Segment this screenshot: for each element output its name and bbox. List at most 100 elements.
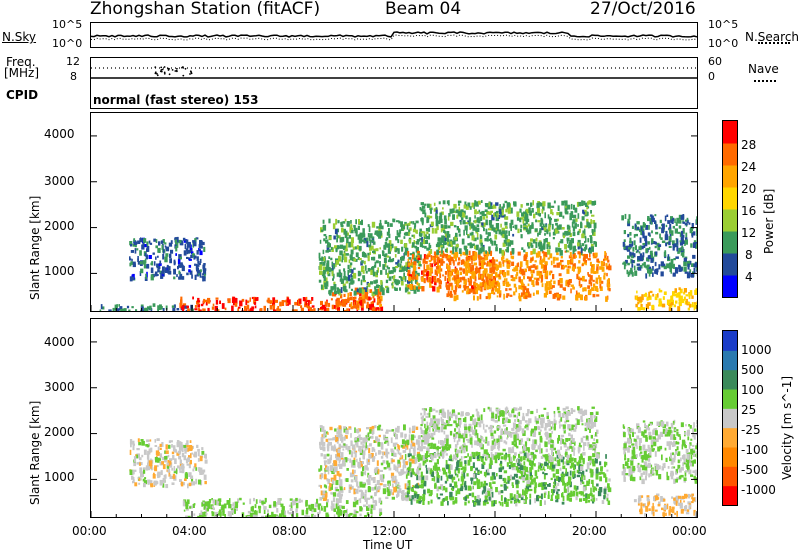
heat-cell	[186, 463, 190, 466]
heat-cell	[407, 222, 411, 226]
heat-cell	[442, 261, 445, 264]
heat-cell	[328, 218, 331, 224]
heat-cell	[683, 262, 686, 266]
heat-cell	[654, 270, 658, 274]
heat-cell	[146, 439, 150, 443]
heat-cell	[192, 296, 194, 300]
heat-cell	[575, 295, 579, 301]
heat-cell	[343, 268, 346, 272]
heat-cell	[221, 504, 224, 511]
heat-cell	[621, 215, 624, 221]
heat-cell	[388, 483, 390, 489]
heat-cell	[548, 483, 551, 487]
heat-cell	[345, 299, 349, 303]
heat-cell	[525, 494, 528, 500]
heat-cell	[316, 498, 319, 504]
heat-cell	[502, 203, 505, 208]
heat-cell	[516, 263, 520, 267]
heat-cell	[603, 495, 606, 499]
heat-cell	[545, 238, 548, 243]
heat-cell	[572, 490, 576, 496]
heat-cell	[439, 279, 441, 283]
heat-cell	[332, 492, 337, 497]
heat-cell	[449, 475, 453, 478]
heat-cell	[511, 261, 515, 266]
heat-cell	[173, 466, 176, 471]
heat-cell	[479, 282, 483, 286]
heat-cell	[674, 288, 677, 293]
heat-cell	[408, 229, 411, 234]
heat-cell	[344, 218, 347, 222]
heat-cell	[118, 304, 120, 307]
heat-cell	[456, 281, 459, 287]
heat-cell	[150, 276, 154, 281]
heat-cell	[466, 269, 470, 274]
heat-cell	[517, 463, 521, 466]
heat-cell	[215, 511, 218, 516]
heat-cell	[642, 252, 645, 258]
heat-cell	[527, 470, 530, 474]
heat-cell	[138, 457, 142, 461]
heat-cell	[400, 221, 403, 227]
heat-cell	[455, 490, 458, 496]
heat-cell	[604, 475, 607, 478]
heat-cell	[574, 207, 578, 213]
heat-cell	[354, 476, 358, 482]
colorbar-swatch	[723, 231, 737, 254]
heat-cell	[427, 501, 430, 505]
heat-cell	[517, 458, 520, 464]
heat-cell	[440, 475, 443, 481]
heat-cell	[338, 425, 342, 430]
nave-tick-top: 60	[708, 55, 722, 68]
heat-cell	[447, 271, 450, 277]
heat-cell	[454, 473, 457, 476]
heat-cell	[410, 434, 415, 441]
heat-cell	[413, 257, 417, 260]
heat-cell	[387, 462, 391, 468]
heat-cell	[481, 210, 485, 214]
heat-cell	[491, 266, 495, 272]
heat-cell	[486, 490, 491, 497]
heat-cell	[540, 422, 544, 429]
heat-cell	[380, 442, 384, 445]
heat-cell	[339, 481, 343, 486]
heat-cell	[530, 410, 534, 415]
heat-cell	[338, 235, 341, 239]
heat-cell	[376, 489, 380, 493]
heat-cell	[322, 225, 326, 228]
power-cbar-tick-12: 12	[741, 226, 757, 240]
heat-cell	[543, 293, 547, 298]
heat-cell	[414, 493, 417, 499]
heat-cell	[533, 277, 538, 280]
heat-cell	[528, 266, 532, 272]
heat-cell	[176, 242, 179, 248]
heat-cell	[686, 298, 688, 305]
heat-cell	[570, 212, 574, 218]
heat-cell	[499, 435, 502, 439]
heat-cell	[488, 246, 491, 252]
heat-cell	[396, 466, 399, 473]
heat-cell	[343, 443, 346, 448]
heat-cell	[522, 474, 525, 478]
heat-cell	[684, 240, 686, 246]
heat-cell	[526, 425, 529, 431]
heat-cell	[434, 482, 437, 485]
heat-cell	[530, 479, 534, 485]
heat-cell	[645, 273, 648, 279]
heat-cell	[477, 486, 481, 489]
heat-cell	[528, 293, 532, 298]
heat-cell	[526, 265, 529, 269]
heat-cell	[678, 295, 682, 302]
heat-cell	[437, 428, 440, 433]
heat-cell	[331, 479, 335, 485]
heat-cell	[592, 453, 596, 458]
heat-cell	[449, 491, 453, 498]
heat-cell	[199, 309, 202, 311]
heat-cell	[448, 260, 452, 266]
heat-cell	[181, 444, 185, 448]
heat-cell	[528, 242, 532, 247]
heat-cell	[683, 291, 686, 295]
heat-cell	[489, 284, 492, 289]
heat-cell	[343, 510, 347, 513]
heat-cell	[544, 261, 548, 266]
